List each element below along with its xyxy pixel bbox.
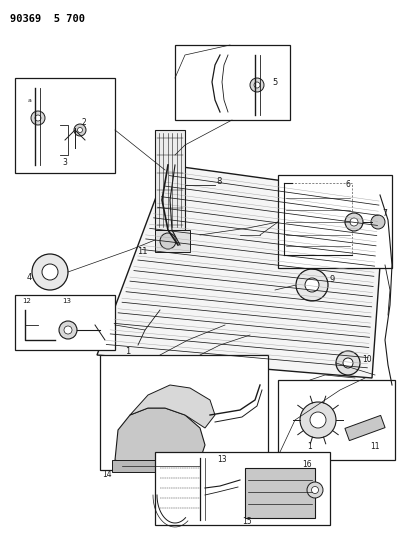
Bar	[155, 452, 329, 525]
Circle shape	[349, 218, 357, 226]
Polygon shape	[344, 415, 384, 441]
Circle shape	[370, 215, 384, 229]
Text: 11: 11	[137, 247, 148, 256]
Bar	[112, 460, 211, 472]
Bar	[100, 355, 267, 470]
Circle shape	[342, 358, 352, 368]
Circle shape	[254, 82, 259, 88]
Bar	[15, 295, 115, 350]
Circle shape	[304, 278, 318, 292]
Text: 7: 7	[381, 208, 386, 217]
Circle shape	[249, 78, 263, 92]
Text: 1: 1	[124, 348, 130, 357]
Text: 9: 9	[329, 276, 335, 285]
Circle shape	[31, 111, 45, 125]
Circle shape	[42, 264, 58, 280]
Circle shape	[344, 213, 362, 231]
Text: 13: 13	[217, 455, 226, 464]
Circle shape	[59, 321, 77, 339]
Circle shape	[77, 127, 82, 133]
Circle shape	[32, 254, 68, 290]
Bar	[244, 468, 314, 518]
Bar	[155, 130, 185, 230]
Polygon shape	[130, 385, 215, 428]
Bar	[155, 230, 190, 252]
Circle shape	[160, 233, 175, 249]
Text: 16: 16	[301, 460, 311, 469]
Text: 5: 5	[271, 77, 277, 86]
Text: 90369  5 700: 90369 5 700	[10, 14, 85, 24]
Polygon shape	[97, 165, 384, 378]
Circle shape	[299, 402, 335, 438]
Circle shape	[64, 326, 72, 334]
Text: 2: 2	[82, 118, 87, 127]
Text: 6: 6	[345, 180, 350, 189]
Circle shape	[335, 351, 359, 375]
Bar	[284, 183, 351, 255]
Circle shape	[311, 487, 318, 494]
Text: 13: 13	[62, 298, 71, 304]
Text: 10: 10	[361, 356, 371, 365]
Bar	[175, 45, 289, 120]
Text: 1: 1	[307, 442, 311, 451]
Text: 12: 12	[22, 298, 31, 304]
Text: 8: 8	[215, 177, 221, 187]
Text: 15: 15	[241, 517, 251, 526]
Text: 14: 14	[102, 470, 111, 479]
Circle shape	[74, 124, 86, 136]
Circle shape	[306, 482, 322, 498]
Circle shape	[35, 115, 41, 121]
Text: 3: 3	[62, 158, 67, 167]
Bar	[277, 175, 391, 268]
Bar	[15, 78, 115, 173]
Circle shape	[309, 412, 325, 428]
Text: a: a	[28, 98, 32, 103]
Text: 4: 4	[27, 272, 32, 281]
Bar	[277, 380, 394, 460]
Polygon shape	[115, 408, 205, 470]
Text: 11: 11	[369, 442, 379, 451]
Circle shape	[295, 269, 327, 301]
